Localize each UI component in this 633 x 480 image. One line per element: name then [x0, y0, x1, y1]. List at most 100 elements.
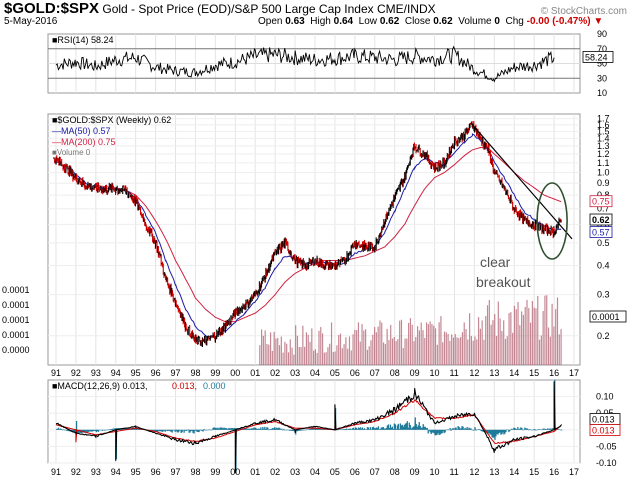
macd-histogram-bar — [472, 429, 474, 431]
chart-title: $GOLD:$SPX Gold - Spot Price (EOD)/S&P 5… — [4, 0, 436, 17]
macd-histogram-bar — [547, 428, 549, 430]
macd-histogram-bar — [390, 427, 393, 430]
macd-histogram-bar — [87, 429, 90, 432]
macd-histogram-bar — [113, 428, 116, 430]
macd-histogram-bar — [500, 429, 502, 435]
macd-histogram-bar — [479, 429, 481, 430]
volume-bar — [461, 332, 464, 365]
macd-histogram-bar — [111, 428, 114, 430]
macd-histogram-bar — [58, 429, 61, 430]
volume-bar — [408, 322, 410, 365]
volume-bar — [329, 343, 331, 365]
volume-bar — [503, 320, 505, 365]
macd-histogram-bar — [180, 429, 182, 433]
macd-histogram-bar — [231, 427, 233, 430]
macd-histogram-bar — [418, 422, 420, 430]
macd-histogram-bar — [384, 428, 387, 430]
macd-histogram-bar — [232, 428, 234, 430]
macd-histogram-bar — [413, 426, 415, 430]
macd-histogram-bar — [522, 429, 524, 431]
down-triangle-icon: ▼ — [593, 16, 604, 27]
macd-histogram-bar — [432, 429, 434, 433]
volume-bar — [492, 320, 494, 365]
volume-bar — [535, 308, 537, 365]
macd-badge-text: 0.013 — [592, 425, 615, 435]
macd-histogram-bar — [465, 428, 467, 430]
volume-bar — [526, 299, 528, 365]
macd-histogram-bar — [195, 429, 197, 431]
macd-histogram-bar — [203, 428, 205, 430]
price-y-tick: 1.4 — [597, 133, 610, 143]
macd-histogram-bar — [255, 428, 257, 430]
price-badge — [589, 226, 613, 238]
macd-histogram-bar — [297, 429, 299, 432]
macd-histogram-bar — [415, 424, 417, 430]
macd-histogram-bar — [223, 427, 225, 430]
macd-histogram-bar — [179, 429, 181, 431]
macd-histogram-bar — [207, 429, 209, 431]
rsi-value-badge-text: 58.24 — [585, 52, 608, 62]
macd-histogram-bar — [226, 428, 228, 430]
macd-histogram-bar — [350, 429, 353, 430]
macd-histogram-bar — [454, 427, 456, 430]
macd-histogram-bar — [230, 428, 232, 430]
price-x-tick: 07 — [370, 368, 380, 378]
macd-histogram-bar — [424, 426, 426, 430]
macd-histogram-bar — [441, 429, 443, 434]
macd-histogram-bar — [66, 429, 69, 431]
macd-histogram-bar — [65, 429, 68, 431]
macd-histogram-bar — [220, 427, 222, 430]
macd-histogram-bar — [544, 428, 546, 430]
macd-histogram-bar — [374, 428, 377, 430]
price-badge-text: 0.75 — [592, 197, 610, 207]
volume-bar — [382, 342, 385, 365]
volume-bar — [443, 331, 446, 365]
macd-histogram-bar — [101, 429, 104, 431]
price-x-tick: 13 — [489, 368, 499, 378]
macd-histogram-bar — [344, 428, 347, 430]
macd-histogram-bar — [306, 429, 308, 430]
volume-bar — [284, 341, 286, 365]
volume-bar — [422, 330, 424, 365]
macd-histogram-bar — [534, 429, 536, 431]
macd-histogram-bar — [551, 428, 553, 430]
macd-histogram-bar — [449, 428, 451, 430]
volume-bar — [330, 322, 333, 365]
macd-histogram-bar — [499, 429, 501, 433]
macd-histogram-bar — [183, 429, 185, 433]
volume-bar — [338, 335, 340, 365]
macd-x-tick: 99 — [210, 467, 220, 477]
price-y-tick: 0.8 — [597, 190, 610, 200]
macd-histogram-bar — [352, 427, 355, 430]
macd-histogram-bar — [552, 428, 554, 430]
volume-left-tick: 0.0001 — [2, 330, 30, 340]
macd-histogram-bar — [388, 428, 391, 430]
volume-bar — [350, 350, 352, 365]
volume-bar — [381, 322, 383, 365]
macd-histogram-bar — [67, 429, 70, 432]
macd-histogram-bar — [419, 426, 421, 430]
macd-histogram-bar — [186, 429, 188, 431]
macd-histogram-bar — [347, 428, 350, 430]
macd-histogram-bar — [248, 428, 250, 430]
macd-histogram-bar — [511, 428, 513, 430]
volume-bar — [343, 344, 345, 365]
macd-histogram-bar — [176, 429, 178, 433]
volume-bar — [365, 329, 367, 365]
macd-histogram-bar — [185, 429, 187, 431]
macd-histogram-bar — [382, 427, 385, 430]
macd-histogram-bar — [524, 427, 526, 430]
ma200-legend: —MA(200) 0.75 — [52, 137, 116, 147]
macd-histogram-bar — [410, 428, 412, 430]
symbol: $GOLD:$SPX — [4, 0, 100, 17]
volume-bar — [316, 352, 318, 365]
macd-histogram-bar — [420, 427, 422, 430]
macd-histogram-bar — [88, 429, 91, 432]
volume-bar — [474, 336, 476, 365]
volume-bar — [429, 321, 431, 365]
volume-left-tick: 0.0001 — [2, 315, 30, 325]
macd-x-tick: 93 — [91, 467, 101, 477]
macd-histogram-bar — [73, 429, 76, 433]
macd-x-tick: 01 — [250, 467, 260, 477]
annotation-clear: clear — [480, 254, 511, 270]
